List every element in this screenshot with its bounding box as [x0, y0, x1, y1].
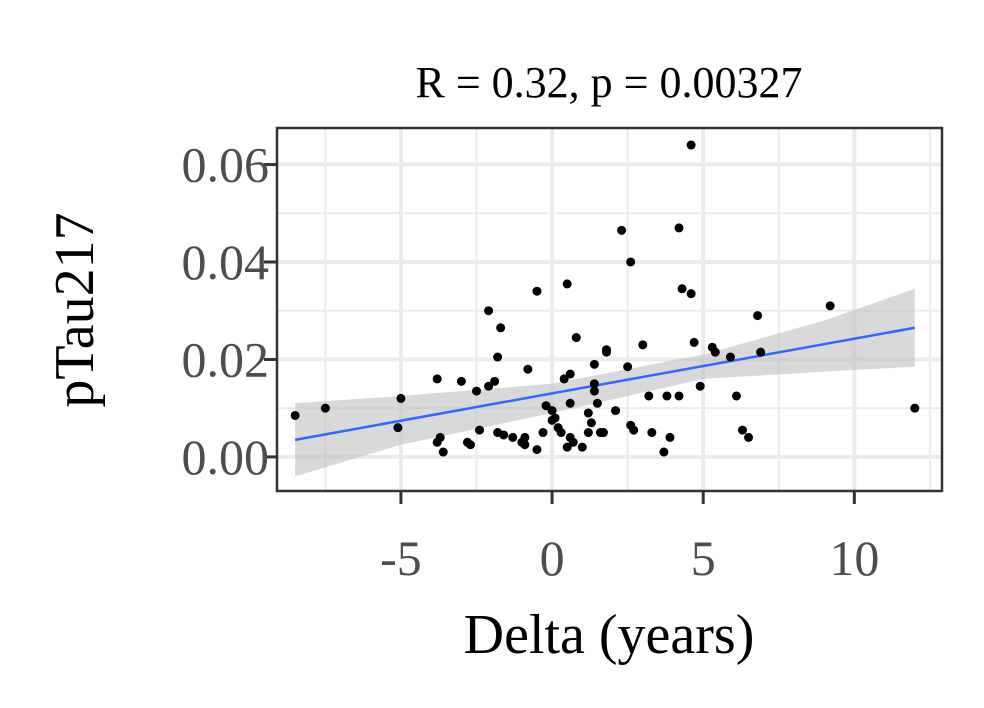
chart-title: R = 0.32, p = 0.00327 — [416, 58, 803, 107]
data-point — [589, 359, 599, 369]
data-point — [490, 376, 500, 386]
data-point — [484, 306, 494, 316]
data-point — [695, 381, 705, 391]
data-point — [520, 432, 530, 442]
data-point — [665, 432, 675, 442]
data-point — [577, 442, 587, 452]
plot-border — [275, 126, 944, 493]
data-point — [686, 289, 696, 299]
data-point — [738, 425, 747, 435]
data-point — [393, 423, 403, 433]
data-point — [550, 413, 560, 423]
y-tick-label: 0.00 — [182, 429, 270, 485]
data-point — [744, 432, 754, 442]
data-point — [647, 428, 657, 438]
data-point — [677, 284, 687, 294]
data-point — [568, 437, 578, 447]
data-point — [623, 362, 633, 372]
data-point — [290, 410, 300, 420]
data-point — [617, 225, 627, 235]
x-tick-label: 0 — [540, 530, 565, 586]
data-point — [538, 428, 548, 438]
x-tick-label: -5 — [380, 530, 422, 586]
data-point — [432, 374, 442, 384]
data-point — [644, 391, 654, 401]
data-point — [484, 381, 494, 391]
data-point — [472, 386, 481, 396]
data-point — [686, 140, 696, 150]
data-point — [753, 311, 763, 321]
data-point — [438, 447, 448, 457]
data-point — [589, 386, 599, 396]
data-point — [532, 445, 542, 455]
y-axis-title: pTau217 — [44, 212, 106, 407]
data-point — [756, 347, 766, 357]
data-point — [465, 440, 475, 450]
y-axis: 0.00 0.02 0.04 0.06 — [182, 137, 277, 485]
data-point — [559, 374, 569, 384]
data-point — [562, 279, 572, 289]
x-tick-label: 5 — [691, 530, 716, 586]
data-point — [674, 391, 684, 401]
data-point — [583, 428, 593, 438]
data-point — [598, 428, 608, 438]
data-point — [547, 406, 557, 416]
data-point — [396, 393, 406, 403]
x-tick-label: 10 — [829, 530, 879, 586]
data-point — [496, 323, 506, 333]
data-point — [432, 437, 442, 447]
data-point — [725, 352, 735, 362]
data-point — [556, 428, 566, 438]
data-point — [662, 391, 672, 401]
data-point — [493, 352, 503, 362]
data-point — [910, 403, 920, 413]
data-point — [583, 408, 593, 418]
data-point — [320, 403, 330, 413]
data-point — [499, 430, 509, 440]
fit-line-layer — [294, 326, 916, 442]
data-point — [475, 425, 485, 435]
data-point — [659, 447, 669, 457]
data-point — [508, 432, 518, 442]
data-point — [523, 364, 533, 374]
data-point — [689, 337, 699, 347]
data-point — [562, 442, 572, 452]
data-point — [456, 376, 466, 386]
data-point — [571, 333, 581, 343]
x-axis-title: Delta (years) — [464, 604, 755, 666]
data-point — [586, 418, 596, 428]
data-point — [638, 340, 648, 350]
data-point — [674, 223, 684, 233]
data-point — [589, 379, 599, 389]
grid-lines — [277, 128, 942, 491]
data-point — [565, 398, 575, 408]
y-tick-label: 0.06 — [182, 137, 270, 193]
data-point — [710, 347, 720, 357]
x-axis: -5 0 5 10 — [380, 491, 879, 586]
data-points — [290, 140, 920, 457]
data-point — [629, 425, 639, 435]
data-point — [565, 369, 575, 379]
regression-line — [294, 326, 916, 442]
data-point — [626, 257, 636, 267]
data-point — [611, 406, 621, 416]
data-point — [601, 345, 611, 355]
data-point — [592, 398, 602, 408]
data-point — [520, 440, 530, 450]
y-tick-label: 0.02 — [182, 331, 270, 387]
y-tick-label: 0.04 — [182, 234, 270, 290]
data-point — [532, 286, 542, 296]
data-point — [731, 391, 741, 401]
data-point — [541, 401, 551, 411]
data-point — [825, 301, 835, 311]
